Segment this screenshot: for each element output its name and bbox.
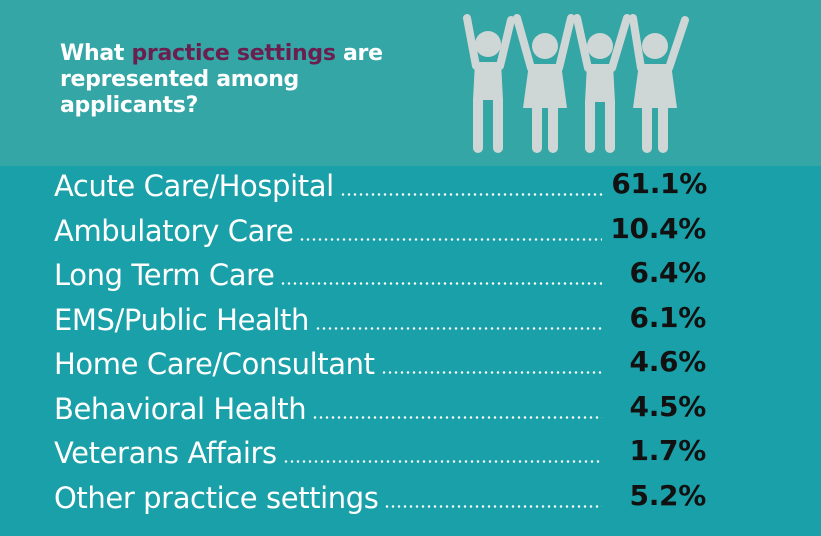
- question-heading: What practice settings are represented a…: [60, 41, 420, 119]
- setting-label: Ambulatory Care: [54, 213, 294, 248]
- dot-leader: [339, 166, 603, 206]
- question-part1: What: [60, 41, 132, 66]
- setting-percentage: 4.5%: [629, 389, 707, 423]
- setting-label: Home Care/Consultant: [54, 347, 375, 381]
- setting-percentage: 1.7%: [629, 434, 707, 467]
- dot-leader: [315, 300, 602, 340]
- setting-label: Acute Care/Hospital: [54, 169, 334, 203]
- setting-percentage: 4.6%: [629, 345, 707, 378]
- dot-leader: [384, 478, 602, 518]
- setting-percentage: 5.2%: [629, 478, 707, 512]
- dot-leader: [312, 389, 602, 429]
- setting-percentage: 6.4%: [629, 256, 707, 289]
- people-holding-hands-icon: [463, 14, 689, 153]
- practice-settings-list: Acute Care/Hospital 61.1% Ambulatory Car…: [54, 166, 754, 522]
- list-item: Ambulatory Care 10.4%: [54, 211, 754, 256]
- header-banner: What practice settings are represented a…: [0, 0, 821, 166]
- setting-percentage: 61.1%: [611, 167, 707, 200]
- list-item: Acute Care/Hospital 61.1%: [54, 166, 754, 211]
- dot-leader: [380, 344, 602, 384]
- list-item: Behavioral Health 4.5%: [54, 389, 754, 434]
- list-item: EMS/Public Health 6.1%: [54, 300, 754, 345]
- setting-percentage: 6.1%: [629, 300, 707, 334]
- list-item: Home Care/Consultant 4.6%: [54, 344, 754, 389]
- setting-label: EMS/Public Health: [54, 302, 309, 337]
- list-item: Other practice settings 5.2%: [54, 478, 754, 523]
- list-item: Veterans Affairs 1.7%: [54, 433, 754, 478]
- setting-label: Long Term Care: [54, 258, 275, 292]
- setting-label: Other practice settings: [54, 480, 379, 515]
- question-highlight: practice settings: [131, 41, 336, 66]
- question-part2: are represented among applicants?: [60, 41, 383, 118]
- setting-percentage: 10.4%: [610, 211, 706, 245]
- setting-label: Veterans Affairs: [54, 436, 277, 470]
- setting-label: Behavioral Health: [54, 391, 307, 426]
- dot-leader: [299, 211, 602, 251]
- dot-leader: [280, 255, 602, 295]
- list-item: Long Term Care 6.4%: [54, 255, 754, 300]
- dot-leader: [282, 433, 602, 473]
